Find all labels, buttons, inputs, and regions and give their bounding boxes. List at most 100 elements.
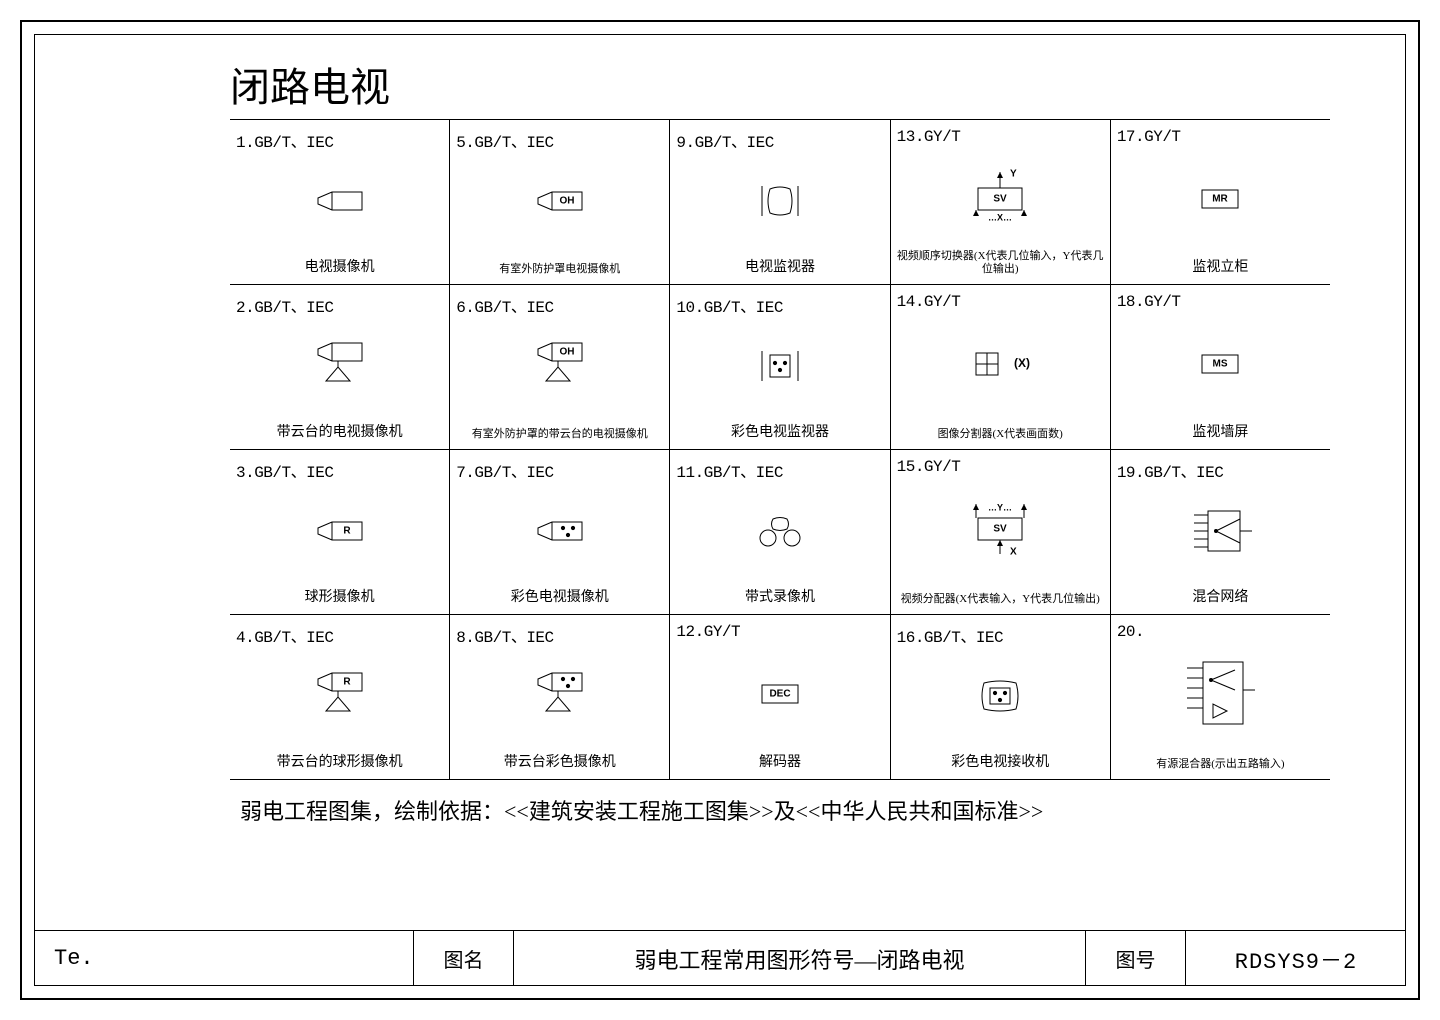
svg-text:…Y…: …Y… — [988, 502, 1012, 512]
cell-symbol-icon: R — [236, 482, 443, 580]
grid-row: 1.GB/T、IEC电视摄像机5.GB/T、IECOH有室外防护罩电视摄像机9.… — [230, 120, 1330, 285]
cell-symbol-icon: MS — [1117, 311, 1324, 415]
cell-standard: 2.GB/T、IEC — [236, 293, 443, 317]
svg-text:MR: MR — [1213, 194, 1229, 205]
cell-label: 图像分割器(X代表画面数) — [897, 415, 1104, 445]
cell-symbol-icon — [236, 317, 443, 415]
svg-text:OH: OH — [559, 347, 574, 358]
symbol-cell: 11.GB/T、IEC带式录像机 — [670, 450, 890, 614]
cell-symbol-icon — [456, 482, 663, 580]
cell-symbol-icon — [676, 317, 883, 415]
cell-symbol-icon — [1117, 482, 1324, 580]
cell-label: 视频顺序切换器(X代表几位输入，Y代表几位输出) — [897, 250, 1104, 280]
footnote: 弱电工程图集，绘制依据：<<建筑安装工程施工图集>>及<<中华人民共和国标准>> — [240, 794, 1320, 826]
symbol-cell: 1.GB/T、IEC电视摄像机 — [230, 120, 450, 284]
symbol-cell: 4.GB/T、IEC R 带云台的球形摄像机 — [230, 615, 450, 779]
cell-label: 监视墙屏 — [1117, 415, 1324, 445]
grid-row: 2.GB/T、IEC带云台的电视摄像机6.GB/T、IEC OH 有室外防护罩的带云… — [230, 285, 1330, 450]
symbol-cell: 2.GB/T、IEC带云台的电视摄像机 — [230, 285, 450, 449]
cell-label: 带云台彩色摄像机 — [456, 745, 663, 775]
titleblock-name-value: 弱电工程常用图形符号—闭路电视 — [514, 931, 1086, 986]
svg-text:R: R — [343, 677, 351, 688]
cell-symbol-icon: SV …X… Y — [897, 146, 1104, 250]
symbol-cell: 16.GB/T、IEC 彩色电视接收机 — [891, 615, 1111, 779]
cell-standard: 6.GB/T、IEC — [456, 293, 663, 317]
cell-label: 彩色电视监视器 — [676, 415, 883, 445]
cell-standard: 5.GB/T、IEC — [456, 128, 663, 152]
symbol-cell: 5.GB/T、IEC OH 有室外防护罩电视摄像机 — [450, 120, 670, 284]
cell-symbol-icon — [676, 482, 883, 580]
cell-standard: 20. — [1117, 623, 1324, 641]
cell-label: 带式录像机 — [676, 580, 883, 610]
titleblock-num-label: 图号 — [1086, 931, 1186, 986]
cell-standard: 13.GY/T — [897, 128, 1104, 146]
symbol-grid: 1.GB/T、IEC电视摄像机5.GB/T、IECOH有室外防护罩电视摄像机9.… — [230, 119, 1330, 780]
svg-text:Y: Y — [1010, 168, 1017, 179]
cell-standard: 1.GB/T、IEC — [236, 128, 443, 152]
svg-text:X: X — [1010, 547, 1017, 558]
titleblock-name-label: 图名 — [414, 931, 514, 986]
symbol-cell: 10.GB/T、IEC 彩色电视监视器 — [670, 285, 890, 449]
cell-symbol-icon: R — [236, 647, 443, 745]
cell-symbol-icon — [1117, 641, 1324, 745]
symbol-cell: 15.GY/T SV …Y… X 视频分配器(X代表输入，Y代表几位输出) — [891, 450, 1111, 614]
svg-text:DEC: DEC — [769, 689, 790, 700]
svg-text:SV: SV — [994, 524, 1008, 535]
content: 闭路电视 1.GB/T、IEC电视摄像机5.GB/T、IEC OH 有室外防护罩电视… — [120, 55, 1320, 826]
titleblock-te: Te. — [34, 931, 414, 986]
cell-standard: 16.GB/T、IEC — [897, 623, 1104, 647]
symbol-cell: 20. 有源混合器(示出五路输入) — [1111, 615, 1330, 779]
cell-standard: 8.GB/T、IEC — [456, 623, 663, 647]
cell-label: 有源混合器(示出五路输入) — [1117, 745, 1324, 775]
cell-standard: 9.GB/T、IEC — [676, 128, 883, 152]
cell-standard: 12.GY/T — [676, 623, 883, 641]
symbol-cell: 19.GB/T、IEC混合网络 — [1111, 450, 1330, 614]
symbol-cell: 7.GB/T、IEC彩色电视摄像机 — [450, 450, 670, 614]
svg-text:OH: OH — [559, 196, 574, 207]
cell-standard: 4.GB/T、IEC — [236, 623, 443, 647]
cell-label: 有室外防护罩电视摄像机 — [456, 250, 663, 280]
titleblock-num-value: RDSYS9－2 — [1186, 931, 1406, 986]
cell-standard: 19.GB/T、IEC — [1117, 458, 1324, 482]
cell-standard: 15.GY/T — [897, 458, 1104, 476]
cell-label: 有室外防护罩的带云台的电视摄像机 — [456, 415, 663, 445]
symbol-cell: 12.GY/T DEC 解码器 — [670, 615, 890, 779]
svg-text:MS: MS — [1213, 359, 1228, 370]
cell-standard: 14.GY/T — [897, 293, 1104, 311]
symbol-cell: 17.GY/TMR监视立柜 — [1111, 120, 1330, 284]
svg-text:SV: SV — [994, 193, 1008, 204]
symbol-cell: 6.GB/T、IEC OH 有室外防护罩的带云台的电视摄像机 — [450, 285, 670, 449]
cell-label: 球形摄像机 — [236, 580, 443, 610]
cell-symbol-icon: DEC — [676, 641, 883, 745]
cell-symbol-icon: MR — [1117, 146, 1324, 250]
cell-label: 视频分配器(X代表输入，Y代表几位输出) — [897, 580, 1104, 610]
symbol-cell: 14.GY/T (X) 图像分割器(X代表画面数) — [891, 285, 1111, 449]
symbol-cell: 18.GY/T MS 监视墙屏 — [1111, 285, 1330, 449]
cell-symbol-icon: (X) — [897, 311, 1104, 415]
grid-row: 3.GB/T、IEC R 球形摄像机7.GB/T、IEC彩色电视摄像机11.GB/T… — [230, 450, 1330, 615]
cell-standard: 17.GY/T — [1117, 128, 1324, 146]
cell-symbol-icon — [676, 152, 883, 250]
cell-standard: 18.GY/T — [1117, 293, 1324, 311]
page-title: 闭路电视 — [230, 55, 1320, 113]
cell-symbol-icon: OH — [456, 317, 663, 415]
cell-symbol-icon — [897, 647, 1104, 745]
cell-label: 电视监视器 — [676, 250, 883, 280]
cell-standard: 10.GB/T、IEC — [676, 293, 883, 317]
symbol-cell: 9.GB/T、IEC 电视监视器 — [670, 120, 890, 284]
titleblock: Te. 图名 弱电工程常用图形符号—闭路电视 图号 RDSYS9－2 — [34, 930, 1406, 986]
svg-text:(X): (X) — [1014, 356, 1030, 370]
cell-symbol-icon — [456, 647, 663, 745]
symbol-cell: 3.GB/T、IEC R 球形摄像机 — [230, 450, 450, 614]
grid-row: 4.GB/T、IECR带云台的球形摄像机8.GB/T、IEC带云台彩色摄像机12… — [230, 615, 1330, 780]
cell-standard: 3.GB/T、IEC — [236, 458, 443, 482]
cell-label: 带云台的球形摄像机 — [236, 745, 443, 775]
cell-symbol-icon — [236, 152, 443, 250]
symbol-cell: 13.GY/T SV …X… Y 视频顺序切换器(X代表几位输入，Y代表几位输出) — [891, 120, 1111, 284]
svg-text:…X…: …X… — [988, 212, 1012, 222]
svg-text:R: R — [343, 526, 351, 537]
cell-label: 彩色电视接收机 — [897, 745, 1104, 775]
symbol-cell: 8.GB/T、IEC 带云台彩色摄像机 — [450, 615, 670, 779]
cell-label: 解码器 — [676, 745, 883, 775]
cell-symbol-icon: SV …Y… X — [897, 476, 1104, 580]
